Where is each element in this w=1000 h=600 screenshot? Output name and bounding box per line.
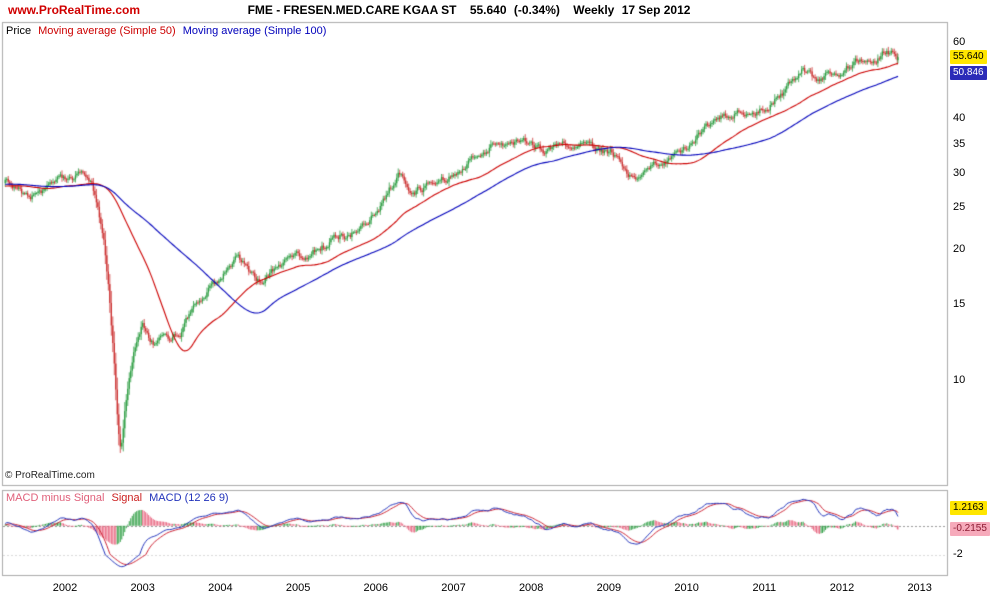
chart-title: FME - FRESEN.MED.CARE KGAA ST 55.640 (-0… — [0, 3, 948, 17]
legend-macd-hist-label: MACD minus Signal — [6, 492, 105, 504]
year-axis-label: 2010 — [674, 582, 699, 594]
year-axis-label: 2008 — [518, 582, 544, 594]
legend-signal-label: Signal — [111, 492, 143, 504]
macd-hist-value-badge: -0.2155 — [950, 522, 990, 536]
macd-value-badge: 1.2163 — [950, 501, 987, 515]
macd-axis-tick: -2 — [953, 547, 963, 560]
price-axis-tick: 20 — [953, 243, 966, 256]
price-axis-tick: 30 — [953, 166, 966, 179]
year-axis-label: 2009 — [596, 582, 622, 594]
price-axis-tick: 15 — [953, 297, 966, 310]
year-axis-label: 2011 — [752, 582, 777, 594]
price-axis-tick: 10 — [953, 374, 966, 386]
year-axis-label: 2004 — [208, 582, 233, 594]
instrument-name: FME - FRESEN.MED.CARE KGAA ST — [247, 3, 457, 17]
ma100-value-badge: 50.846 — [950, 66, 987, 80]
macd-legend: MACD minus Signal Signal MACD (12 26 9) — [6, 492, 233, 504]
copyright-label: © ProRealTime.com — [5, 470, 95, 481]
date-label: 17 Sep 2012 — [621, 3, 691, 17]
legend-ma50-label: Moving average (Simple 50) — [38, 25, 176, 37]
year-axis-label: 2013 — [907, 582, 932, 594]
year-axis-label: 2005 — [285, 582, 311, 594]
year-axis-label: 2003 — [130, 582, 155, 594]
legend-price-label: Price — [6, 25, 32, 37]
price-axis-tick: 40 — [953, 112, 966, 125]
year-axis-label: 2012 — [829, 582, 855, 594]
year-axis-label: 2002 — [52, 582, 78, 594]
price-axis-tick: 60 — [953, 35, 966, 48]
legend-macd-label: MACD (12 26 9) — [149, 492, 229, 504]
year-axis-label: 2007 — [441, 582, 466, 594]
timeframe-label: Weekly — [573, 3, 615, 17]
price-change-text: (-0.34%) — [513, 3, 560, 17]
last-price-badge: 55.640 — [950, 50, 987, 64]
price-axis-tick: 25 — [953, 201, 966, 214]
last-price-text: 55.640 — [469, 3, 507, 17]
legend-ma100-label: Moving average (Simple 100) — [182, 25, 327, 37]
price-axis-tick: 35 — [953, 137, 966, 150]
year-axis-label: 2006 — [363, 582, 389, 594]
prorealtime-site-link[interactable]: www.ProRealTime.com — [8, 3, 141, 17]
price-legend: Price Moving average (Simple 50) Moving … — [6, 25, 330, 37]
